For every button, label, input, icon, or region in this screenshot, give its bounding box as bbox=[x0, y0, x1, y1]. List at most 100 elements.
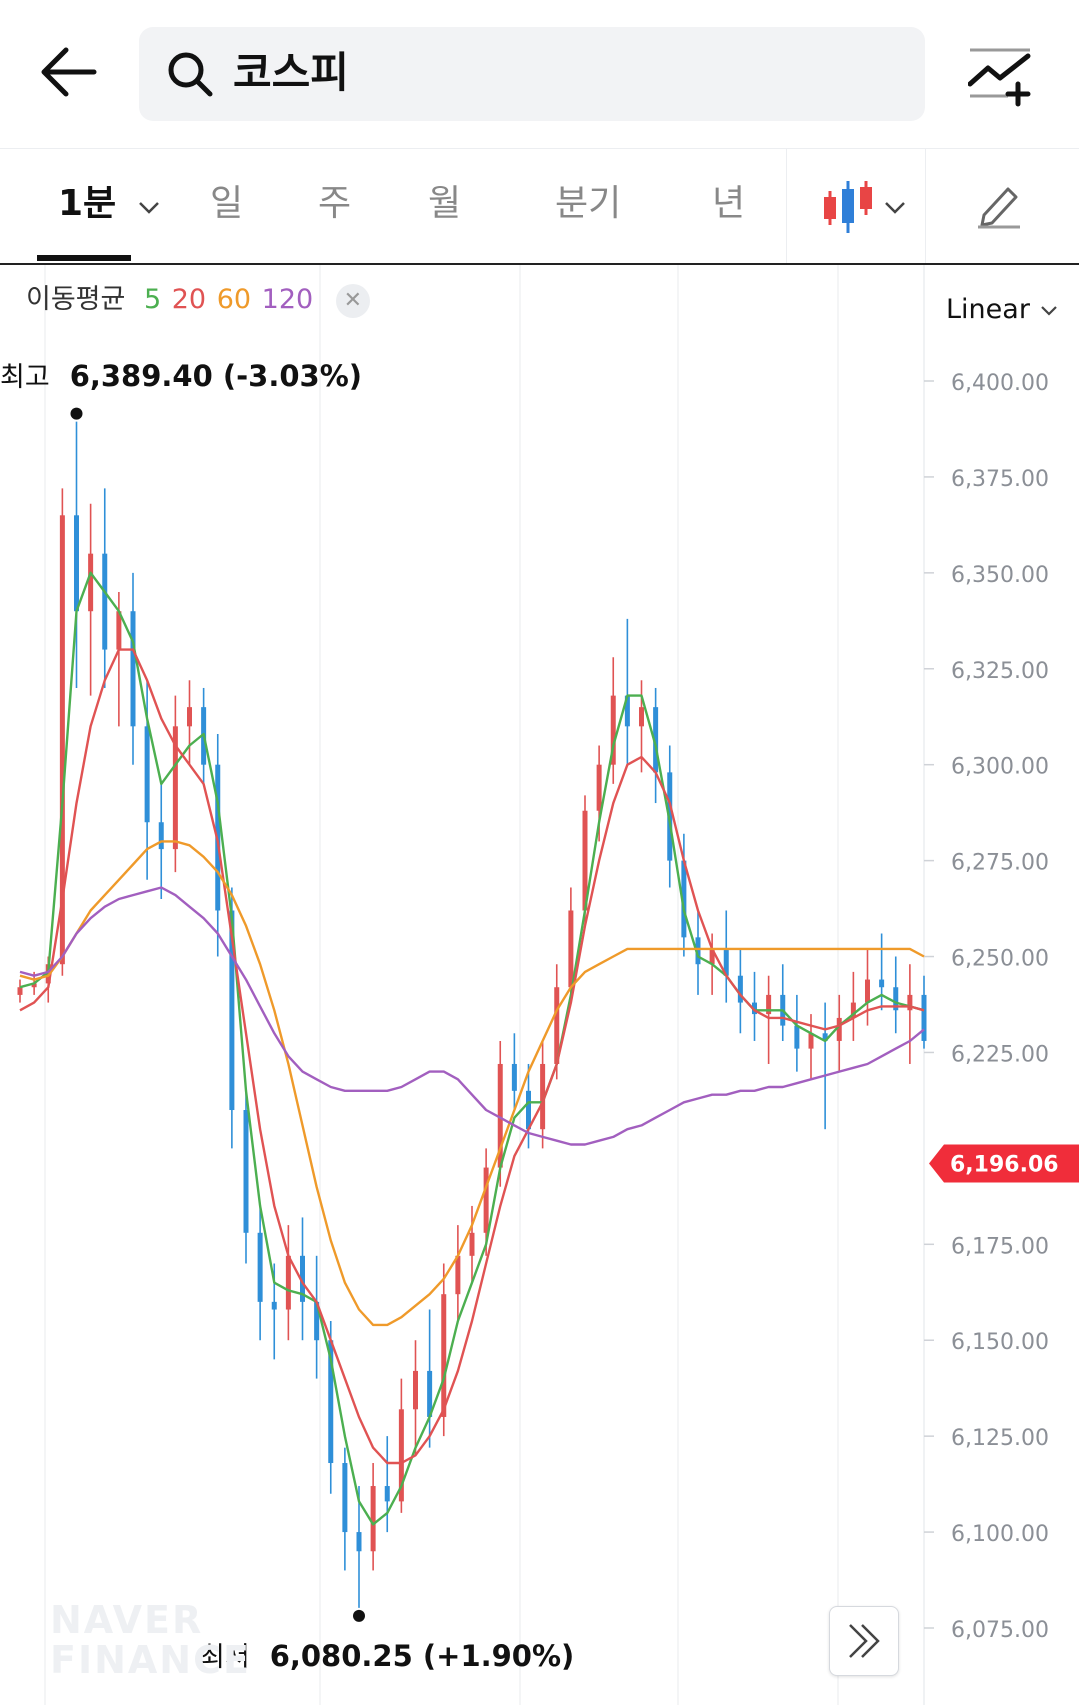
search-box[interactable]: 코스피 bbox=[139, 27, 925, 121]
candle-body bbox=[356, 1532, 362, 1552]
tab-1min[interactable]: 1분 bbox=[58, 183, 117, 224]
candle-body bbox=[497, 1063, 503, 1168]
candle-body bbox=[752, 1002, 757, 1015]
candle-body bbox=[469, 1232, 475, 1256]
high-value: 6,389.40 (-3.03%) bbox=[69, 359, 363, 393]
candle-body bbox=[865, 979, 870, 1003]
candle-body bbox=[455, 1255, 461, 1295]
candle-body bbox=[723, 948, 729, 976]
low-value: 6,080.25 (+1.90%) bbox=[269, 1639, 575, 1673]
chevron-down-icon[interactable] bbox=[1040, 305, 1058, 317]
candle-body bbox=[328, 1340, 334, 1464]
compare-chart-button[interactable] bbox=[967, 44, 1034, 110]
high-marker bbox=[70, 407, 83, 420]
scale-select[interactable]: Linear bbox=[946, 294, 1030, 325]
candle-body bbox=[31, 983, 37, 988]
y-tick-label: 6,150.00 bbox=[951, 1330, 1049, 1355]
candle-body bbox=[879, 979, 885, 988]
candle-body bbox=[144, 726, 150, 823]
y-tick-label: 6,075.00 bbox=[951, 1618, 1049, 1643]
tab-day[interactable]: 일 bbox=[210, 183, 244, 224]
tab-year[interactable]: 년 bbox=[712, 183, 746, 224]
candlestick-icon[interactable] bbox=[822, 179, 876, 237]
active-tab-underline bbox=[37, 255, 131, 261]
candle-body bbox=[596, 764, 602, 811]
candle-body bbox=[314, 1301, 320, 1341]
candle-body bbox=[737, 975, 743, 1003]
moving-average-legend[interactable]: 이동평균 5 20 60 120 ✕ bbox=[26, 280, 372, 320]
candle-body bbox=[74, 515, 79, 612]
candle-body bbox=[624, 695, 630, 727]
candle-body bbox=[639, 707, 644, 727]
chevron-down-icon[interactable] bbox=[138, 201, 160, 215]
candle-body bbox=[610, 695, 616, 765]
search-icon bbox=[165, 49, 215, 99]
candle-body bbox=[285, 1255, 291, 1310]
candlestick-chart[interactable]: 6,400.00 6,375.00 6,350.00 6,325.00 6,300.00… bbox=[0, 265, 1079, 1705]
candle-body bbox=[893, 987, 899, 1011]
candle-body bbox=[427, 1370, 433, 1417]
y-tick-label: 6,400.00 bbox=[951, 371, 1049, 396]
candle-body bbox=[370, 1486, 376, 1552]
tab-month[interactable]: 월 bbox=[428, 183, 462, 224]
candle-body bbox=[526, 1090, 531, 1130]
candle-body bbox=[59, 515, 65, 965]
y-tick-label: 6,175.00 bbox=[951, 1234, 1049, 1259]
candle-body bbox=[172, 726, 178, 850]
y-tick-label: 6,125.00 bbox=[951, 1426, 1049, 1451]
current-price-label: 6,196.06 bbox=[950, 1153, 1059, 1178]
header-divider bbox=[0, 148, 1079, 149]
ma-line-60 bbox=[19, 840, 925, 1327]
double-chevron-right-icon bbox=[849, 1624, 880, 1658]
close-icon[interactable]: ✕ bbox=[335, 283, 370, 318]
back-button[interactable] bbox=[36, 40, 100, 104]
ma-line-5 bbox=[19, 571, 925, 1526]
tab-separator bbox=[925, 149, 926, 264]
search-query: 코스피 bbox=[233, 48, 349, 97]
period-tabs: 1분 일 주 월 분기 년 bbox=[0, 149, 1079, 264]
y-tick-label: 6,275.00 bbox=[951, 851, 1049, 876]
candle-body bbox=[540, 1063, 546, 1130]
candle-body bbox=[271, 1301, 277, 1310]
chart-add-icon bbox=[967, 48, 1031, 107]
low-label: 최저 6,080.25 (+1.90%) bbox=[200, 1638, 574, 1676]
candle-body bbox=[695, 937, 701, 965]
candle-body bbox=[808, 1033, 814, 1049]
candle-body bbox=[850, 1002, 856, 1018]
candle-body bbox=[794, 1025, 800, 1049]
y-tick-label: 6,250.00 bbox=[951, 947, 1049, 972]
tab-week[interactable]: 주 bbox=[318, 183, 352, 224]
candle-body bbox=[116, 611, 122, 650]
candle-body bbox=[187, 707, 192, 727]
candle-body bbox=[413, 1370, 418, 1410]
tab-separator bbox=[786, 149, 787, 264]
tabs-divider bbox=[0, 263, 1079, 265]
candle-body bbox=[229, 910, 235, 1111]
pencil-icon[interactable] bbox=[976, 179, 1022, 229]
ma-60-label: 60 bbox=[216, 284, 252, 315]
chart-type-chevron-icon[interactable] bbox=[884, 201, 906, 215]
ma-line-20 bbox=[19, 648, 925, 1465]
low-title: 최저 bbox=[200, 1642, 250, 1673]
expand-chart-button[interactable] bbox=[829, 1606, 899, 1676]
candle-body bbox=[243, 1110, 249, 1233]
candle-body bbox=[257, 1232, 263, 1302]
candle-body bbox=[88, 553, 94, 612]
candle-body bbox=[158, 822, 164, 850]
ma-5-label: 5 bbox=[143, 284, 162, 315]
candle-body bbox=[384, 1486, 390, 1502]
high-label: 최고 6,389.40 (-3.03%) bbox=[0, 358, 362, 396]
candle-body bbox=[483, 1167, 489, 1233]
candle-body bbox=[681, 860, 687, 938]
y-tick-label: 6,300.00 bbox=[951, 755, 1049, 780]
candle-body bbox=[130, 611, 136, 727]
candle-body bbox=[582, 810, 588, 911]
ma-legend-title: 이동평균 bbox=[26, 284, 126, 315]
candle-body bbox=[822, 1033, 828, 1041]
tab-quarter[interactable]: 분기 bbox=[555, 183, 622, 224]
y-tick-label: 6,325.00 bbox=[951, 659, 1049, 684]
candle-body bbox=[568, 910, 574, 988]
candle-body bbox=[921, 994, 927, 1041]
y-tick-label: 6,375.00 bbox=[951, 467, 1049, 492]
candle-body bbox=[653, 707, 659, 773]
